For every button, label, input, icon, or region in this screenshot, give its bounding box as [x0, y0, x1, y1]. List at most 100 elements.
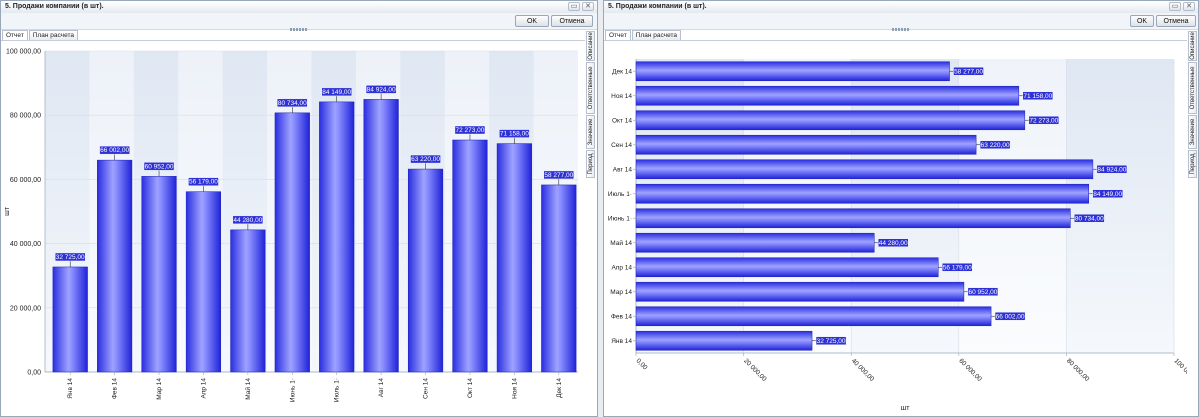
side-tab-period[interactable]: Период: [1188, 150, 1197, 178]
x-tick-label: Июль 1·: [334, 378, 341, 402]
bar: [635, 85, 1020, 106]
side-tab-description[interactable]: Описание: [1188, 31, 1197, 61]
bar: [141, 176, 177, 373]
x-tick-label: Сен 14: [423, 378, 430, 399]
ok-button[interactable]: OK: [1130, 15, 1154, 27]
data-label: 32 725,00: [817, 338, 846, 345]
data-label: 58 277,00: [954, 69, 983, 76]
bar: [541, 184, 577, 373]
bar: [635, 183, 1089, 204]
chart-svg: 0,00 20 000,00 40 000,00 60 000,00 80 000,00…: [608, 59, 1198, 412]
y-tick-label: Дек 14: [612, 69, 632, 76]
data-label: 44 280,00: [879, 240, 908, 247]
cancel-button[interactable]: Отмена: [1156, 15, 1196, 27]
bar: [635, 281, 965, 302]
bar: [635, 208, 1071, 229]
data-label: 63 220,00: [981, 142, 1010, 149]
bar: [635, 232, 875, 253]
data-label: 63 220,00: [411, 156, 440, 163]
x-tick-label: Ноя 14: [511, 378, 518, 399]
y-axis-label: шт: [4, 206, 11, 216]
y-tick-label: Июнь 1·: [608, 216, 632, 223]
data-label-box: [232, 215, 264, 225]
tab-report[interactable]: Отчет: [605, 30, 631, 40]
data-label-box: [979, 140, 1011, 149]
y-tick-label: 80 000,00: [10, 113, 41, 120]
bar: [185, 191, 222, 373]
x-tick-label: Янв 14: [67, 378, 74, 399]
y-tick-label: Авг 14: [613, 167, 633, 174]
data-label-box: [953, 67, 984, 76]
side-tab-value[interactable]: Значение: [586, 115, 595, 149]
data-label-box: [99, 145, 130, 155]
x-tick-label: 80 000,00: [1065, 357, 1091, 383]
restore-icon[interactable]: ▭: [1169, 2, 1181, 11]
x-tick-label: Апр 14: [200, 378, 207, 399]
tab-calc-plan[interactable]: План расчета: [631, 30, 681, 40]
bar: [635, 306, 992, 327]
y-tick-label: Янв 14: [611, 338, 632, 345]
data-label-box: [942, 263, 973, 272]
y-tick-label: 100 000,00: [6, 49, 41, 56]
restore-icon[interactable]: ▭: [568, 2, 580, 11]
data-label-box: [1096, 165, 1128, 174]
y-tick-label: Май 14: [610, 239, 632, 247]
bar: [635, 330, 813, 351]
data-label-box: [188, 177, 219, 186]
data-label-box: [143, 162, 175, 171]
bar: [452, 139, 488, 373]
cancel-button[interactable]: Отмена: [551, 15, 593, 27]
data-label: 60 952,00: [145, 163, 174, 170]
left-window: 5. Продажи компании (в шт). ▭ ✕ OK Отмен…: [0, 0, 598, 417]
data-label: 84 149,00: [322, 89, 351, 96]
data-label: 60 952,00: [968, 289, 997, 296]
bar: [635, 134, 977, 155]
data-label: 84 149,00: [1093, 191, 1122, 198]
splitter-grip[interactable]: [892, 28, 910, 31]
splitter-grip[interactable]: [290, 28, 308, 31]
x-tick-label: 0,00: [635, 357, 649, 371]
y-tick-label: Фев 14: [611, 314, 632, 321]
x-tick-label: 40 000,00: [850, 357, 876, 383]
data-label: 66 002,00: [100, 147, 129, 154]
bar: [319, 101, 355, 373]
bar: [635, 257, 939, 278]
x-tick-label: 20 000,00: [742, 357, 768, 383]
bar: [363, 99, 399, 373]
side-tab-value[interactable]: Значение: [1188, 115, 1197, 149]
close-icon[interactable]: ✕: [1183, 2, 1195, 11]
plot-area: [45, 51, 578, 372]
close-icon[interactable]: ✕: [582, 2, 594, 11]
tab-calc-plan[interactable]: План расчета: [28, 30, 78, 40]
data-label-box: [1074, 214, 1105, 223]
data-label-box: [321, 87, 352, 97]
data-label-box: [454, 125, 486, 135]
data-label: 71 158,00: [1023, 93, 1052, 100]
data-label: 58 277,00: [544, 172, 573, 179]
data-label: 32 725,00: [56, 254, 85, 261]
x-tick-label: Дек 14: [556, 378, 563, 398]
tab-report[interactable]: Отчет: [2, 30, 28, 40]
data-label-box: [815, 336, 847, 345]
side-tab-responsible[interactable]: Ответственные: [586, 62, 595, 114]
chart-svg: 0,00 20 000,00 40 000,00 60 000,00 80 000,00…: [4, 49, 578, 402]
y-tick-label: Сен 14: [611, 142, 632, 149]
side-tab-description[interactable]: Описание: [586, 31, 595, 61]
y-tick-label: 20 000,00: [10, 305, 41, 312]
data-label-box: [277, 98, 308, 108]
bar: [97, 159, 133, 373]
x-tick-label: 100 000,00: [1173, 357, 1187, 385]
grid-band: [958, 59, 1067, 353]
ok-button[interactable]: OK: [515, 15, 549, 27]
side-tab-period[interactable]: Период: [586, 150, 595, 178]
data-label: 71 158,00: [500, 131, 529, 138]
x-tick-label: Фев 14: [112, 378, 119, 399]
grid-band: [743, 59, 852, 353]
x-tick-label: Окт 14: [467, 378, 474, 398]
bar: [230, 229, 266, 373]
vertical-bar-chart: 0,00 20 000,00 40 000,00 60 000,00 80 000,00…: [1, 40, 585, 416]
data-label: 72 273,00: [455, 127, 484, 134]
data-label: 84 924,00: [367, 86, 396, 93]
side-tab-responsible[interactable]: Ответственные: [1188, 62, 1197, 114]
bar: [635, 110, 1026, 131]
